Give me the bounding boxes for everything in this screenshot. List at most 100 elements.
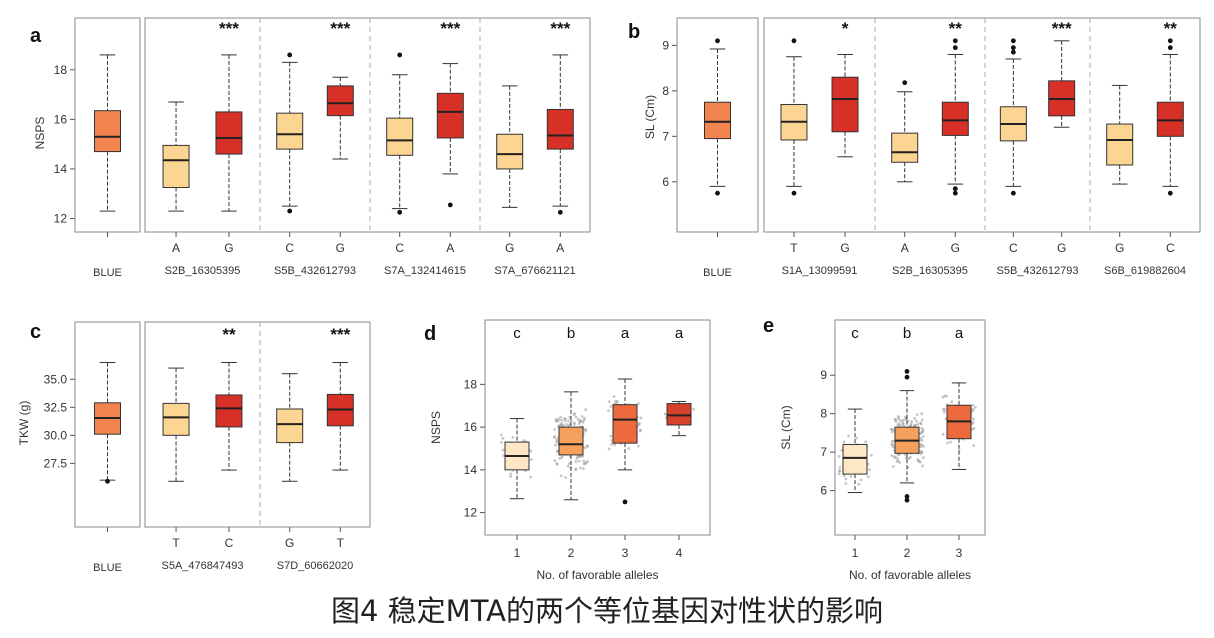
panel-letter: d (424, 323, 436, 345)
jitter-point (896, 457, 899, 460)
jitter-point (566, 419, 570, 423)
box-iqr (162, 402, 190, 436)
jitter-point (869, 453, 873, 457)
x-tick-label: G (951, 241, 960, 255)
x-tick-label: A (556, 241, 564, 255)
outlier-point (1010, 190, 1016, 196)
jitter-point (891, 465, 895, 468)
y-tick-label: 14 (464, 463, 478, 477)
jitter-point (904, 415, 907, 419)
panel-d: d 12 14 16 18 NSPS 1 c 2 b 3 a 4 a No. of favorable al… (424, 319, 711, 582)
group-label: S7A_676621121 (494, 265, 575, 277)
panel-frame (484, 319, 711, 536)
y-tick-label: 8 (662, 84, 669, 98)
group-label: S7D_60662020 (277, 560, 353, 572)
y-axis-label: SL (Cm) (779, 405, 793, 449)
jitter-point (613, 443, 617, 446)
outlier-point (397, 52, 403, 58)
x-tick-label: G (1115, 241, 1124, 255)
y-tick-label: 16 (464, 420, 478, 434)
panel-frame (834, 319, 986, 536)
jitter-point (580, 415, 584, 418)
y-tick-label: 7 (662, 129, 669, 143)
outlier-point (1167, 38, 1173, 44)
y-tick-label: 32.5 (44, 400, 68, 414)
significance-label: *** (550, 19, 570, 38)
significance-letter: b (567, 325, 575, 342)
panel-e: e 6 7 8 9 SL (Cm) 1 c 2 b 3 a No. of favorable allel… (763, 315, 986, 582)
jitter-point (897, 422, 901, 426)
jitter-point (553, 435, 556, 439)
jitter-point (616, 400, 619, 403)
group-label: S5B_432612793 (274, 265, 356, 277)
jitter-point (945, 394, 948, 398)
jitter-point (842, 474, 846, 478)
jitter-point (609, 434, 613, 438)
jitter-point (509, 472, 513, 476)
jitter-point (864, 440, 868, 444)
jitter-point (855, 436, 858, 440)
jitter-point (579, 455, 583, 458)
outlier-point (952, 186, 958, 192)
x-tick-label: C (395, 241, 404, 255)
jitter-point (949, 440, 952, 444)
outlier-point (791, 190, 797, 196)
box-iqr (215, 111, 243, 155)
outlier-point (904, 493, 910, 499)
significance-label: *** (330, 325, 350, 344)
jitter-point (921, 464, 925, 468)
jitter-point (578, 466, 582, 470)
y-tick-label: 18 (464, 377, 478, 391)
y-tick-label: 12 (54, 212, 68, 226)
group-label: S7A_132414615 (384, 265, 466, 277)
group-label: BLUE (93, 267, 122, 279)
x-tick-label: C (1009, 241, 1018, 255)
significance-letter: c (851, 325, 859, 342)
jitter-point (564, 476, 568, 480)
jitter-point (894, 418, 898, 422)
jitter-point (576, 417, 580, 421)
jitter-point (919, 436, 923, 440)
figure-caption: 图4 稳定MTA的两个等位基因对性状的影响 (331, 594, 883, 628)
group-label: BLUE (703, 267, 732, 279)
y-tick-label: 30.0 (44, 428, 68, 442)
jitter-point (907, 457, 911, 460)
jitter-point (866, 475, 870, 479)
x-tick-label: 2 (904, 546, 911, 560)
jitter-point (916, 422, 920, 426)
jitter-point (614, 399, 617, 403)
jitter-point (607, 409, 610, 412)
y-axis-label: SL (Cm) (643, 95, 657, 139)
jitter-point (893, 456, 896, 459)
jitter-point (920, 418, 924, 422)
jitter-point (560, 422, 564, 425)
y-tick-label: 12 (464, 506, 478, 520)
x-tick-label: C (285, 241, 294, 255)
x-tick-label: G (505, 241, 514, 255)
box-iqr (558, 426, 584, 456)
jitter-point (569, 419, 573, 423)
significance-letter: b (903, 325, 911, 342)
outlier-point (1167, 190, 1173, 196)
jitter-point (971, 409, 975, 413)
y-tick-label: 27.5 (44, 456, 68, 470)
x-tick-label: A (446, 241, 454, 255)
y-axis-label: TKW (g) (17, 401, 31, 446)
jitter-point (838, 466, 842, 470)
jitter-point (842, 440, 846, 444)
box-iqr (386, 117, 414, 156)
jitter-point (917, 459, 921, 463)
jitter-point (663, 412, 667, 416)
outlier-point (791, 38, 797, 44)
jitter-point (610, 442, 613, 446)
outlier-point (715, 190, 720, 196)
x-tick-label: 3 (956, 546, 963, 560)
box-iqr (496, 133, 524, 170)
jitter-point (530, 458, 533, 461)
x-tick-label: G (1057, 241, 1066, 255)
jitter-point (857, 482, 861, 486)
jitter-point (837, 454, 841, 458)
x-tick-label: G (336, 241, 345, 255)
jitter-point (557, 417, 561, 421)
